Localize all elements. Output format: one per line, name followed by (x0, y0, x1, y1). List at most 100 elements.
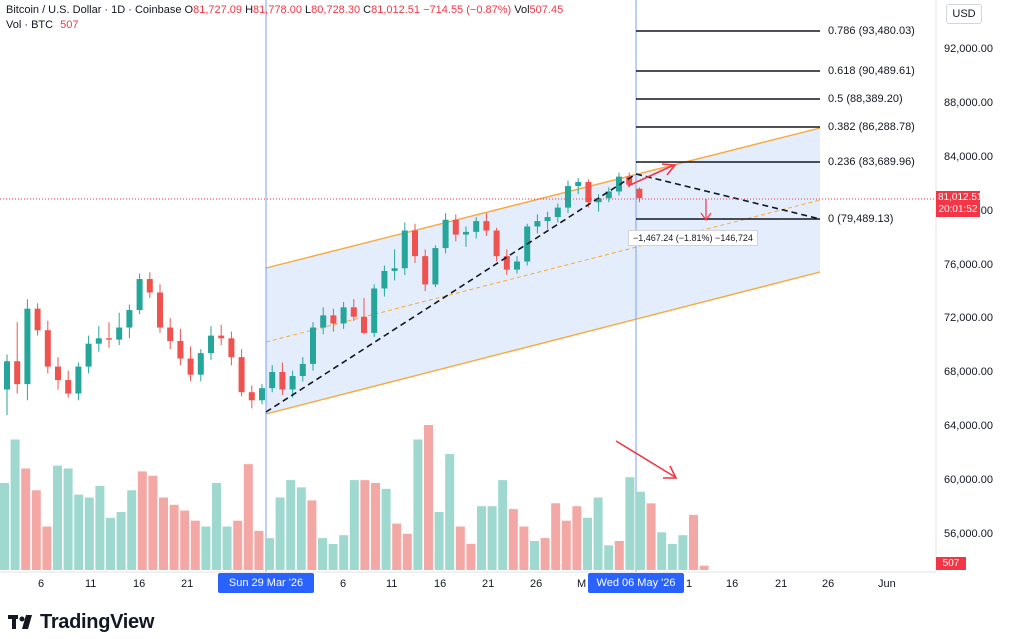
candle[interactable] (75, 366, 82, 394)
volume-bar[interactable] (381, 488, 391, 570)
symbol-name[interactable]: Bitcoin / U.S. Dollar · 1D · Coinbase (6, 4, 182, 16)
volume-bar[interactable] (678, 535, 688, 570)
candle[interactable] (4, 361, 10, 390)
volume-bar[interactable] (530, 541, 539, 570)
candle[interactable] (259, 388, 265, 401)
fib-retracement-lines[interactable] (636, 30, 820, 220)
volume-bar[interactable] (487, 506, 497, 570)
volume-bar[interactable] (614, 541, 624, 570)
volume-bar[interactable] (551, 503, 561, 570)
candle[interactable] (381, 270, 388, 289)
candle[interactable] (340, 307, 347, 324)
volume-bar[interactable] (286, 480, 296, 570)
volume-bar[interactable] (689, 514, 698, 570)
candle[interactable] (106, 338, 112, 340)
volume-bar[interactable] (349, 480, 359, 570)
regression-channel-fill[interactable] (266, 128, 820, 414)
volume-bar[interactable] (275, 497, 285, 571)
candle[interactable] (146, 279, 153, 293)
candle[interactable] (330, 315, 337, 324)
volume-bar[interactable] (561, 520, 571, 570)
volume-bar[interactable] (95, 485, 105, 570)
volume-bar[interactable] (63, 468, 73, 571)
candle[interactable] (157, 292, 163, 328)
candle[interactable] (208, 335, 214, 354)
candle[interactable] (452, 219, 459, 235)
volume-bar[interactable] (0, 483, 9, 570)
candle[interactable] (401, 230, 408, 269)
candle[interactable] (371, 288, 378, 333)
volume-bar[interactable] (434, 512, 444, 570)
candle[interactable] (361, 316, 367, 333)
candle[interactable] (228, 338, 235, 358)
candle[interactable] (55, 366, 61, 381)
candle[interactable] (565, 186, 571, 208)
volume-bar[interactable] (74, 494, 84, 570)
up-arrow-icon[interactable] (627, 163, 677, 187)
tradingview-logo[interactable]: TradingView (8, 611, 154, 634)
volume-bar[interactable] (159, 497, 168, 571)
candle[interactable] (554, 207, 561, 218)
volume-bar[interactable] (360, 480, 370, 570)
candle[interactable] (289, 376, 296, 390)
candle[interactable] (391, 268, 398, 271)
candle[interactable] (575, 182, 582, 187)
volume-bar[interactable] (636, 491, 645, 570)
candle[interactable] (320, 315, 327, 328)
volume-bar[interactable] (593, 497, 603, 571)
volume-bar[interactable] (328, 543, 338, 570)
volume-bar[interactable] (31, 490, 41, 570)
volume-bar[interactable] (180, 510, 190, 570)
volume-bar[interactable] (53, 465, 62, 570)
measure-arrow-icon[interactable] (700, 199, 712, 222)
candle[interactable] (34, 308, 41, 331)
candle[interactable] (279, 371, 286, 390)
candle[interactable] (65, 380, 72, 394)
volume-bar[interactable] (10, 439, 20, 571)
candle[interactable] (473, 221, 480, 232)
volume-bar[interactable] (106, 517, 115, 570)
volume-bar[interactable] (424, 425, 433, 570)
candle[interactable] (44, 330, 51, 367)
volume-bar[interactable] (583, 517, 592, 570)
volume-bar[interactable] (169, 504, 179, 570)
volume-bar[interactable] (498, 480, 508, 570)
volume-bar[interactable] (212, 483, 221, 570)
volume-bar[interactable] (519, 526, 529, 571)
volume-bar[interactable] (254, 530, 264, 570)
volume-bar[interactable] (445, 454, 455, 570)
candle[interactable] (14, 361, 21, 385)
volume-bar[interactable] (402, 533, 412, 570)
candle[interactable] (95, 338, 102, 344)
volume-bar[interactable] (508, 509, 518, 570)
candle[interactable] (177, 341, 184, 359)
volume-bar[interactable] (572, 506, 582, 570)
candle[interactable] (412, 230, 418, 257)
volume-bar[interactable] (699, 565, 709, 570)
candle[interactable] (136, 279, 143, 311)
candle[interactable] (514, 261, 520, 270)
candle[interactable] (636, 188, 643, 199)
candle[interactable] (167, 327, 174, 341)
candle[interactable] (238, 357, 245, 393)
candle[interactable] (24, 308, 31, 385)
volume-bar[interactable] (84, 497, 94, 571)
candle[interactable] (85, 343, 92, 367)
currency-button[interactable]: USD (946, 4, 982, 24)
channel-mid-line[interactable] (265, 199, 821, 343)
candle[interactable] (269, 371, 276, 389)
candle[interactable] (197, 353, 204, 375)
candle[interactable] (493, 230, 500, 257)
volume-bar[interactable] (540, 538, 550, 570)
volume-bar[interactable] (392, 523, 402, 570)
volume-bar[interactable] (116, 512, 126, 570)
candle[interactable] (422, 256, 429, 285)
channel-lower-line[interactable] (265, 271, 821, 415)
channel-upper-line[interactable] (265, 127, 821, 269)
volume-bar[interactable] (127, 490, 137, 570)
volume-bar[interactable] (296, 487, 306, 570)
candle[interactable] (463, 231, 469, 235)
candle[interactable] (626, 176, 633, 185)
volume-bar[interactable] (201, 526, 211, 571)
